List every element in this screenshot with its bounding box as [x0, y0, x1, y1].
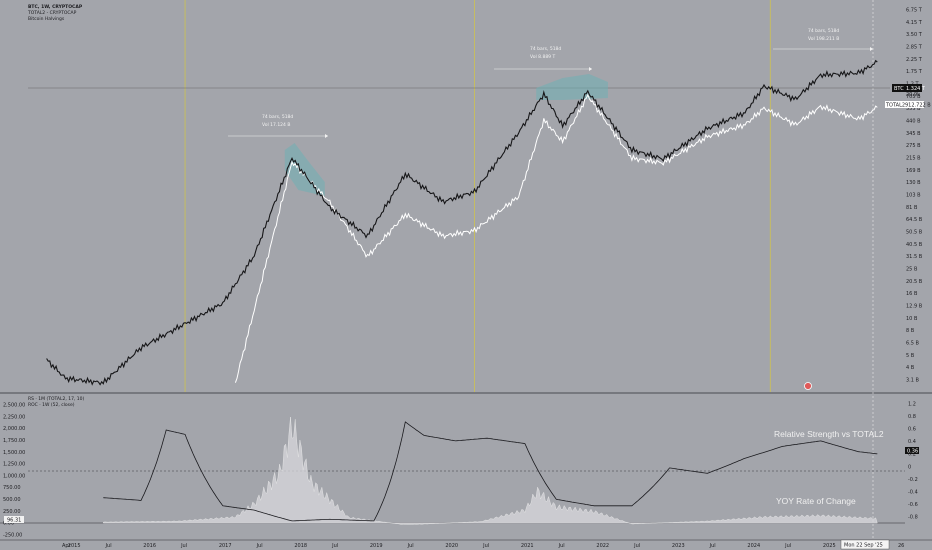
- rs-axis-label: 0.4: [908, 439, 916, 445]
- time-axis-label: Jul: [180, 543, 187, 549]
- price-axis-label: 40.5 B: [906, 242, 923, 248]
- price-axis-label: 3.50 T: [906, 32, 923, 38]
- rs-axis-label: 0.2: [908, 452, 916, 458]
- price-axis-label: 1.75 T: [906, 69, 923, 75]
- price-axis-label: 215 B: [906, 156, 921, 162]
- time-axis-label: 2024: [747, 543, 760, 549]
- time-axis-label: Jul: [709, 543, 716, 549]
- time-axis-label: 2018: [294, 543, 307, 549]
- time-axis-label: 2020: [445, 543, 458, 549]
- price-axis-label: 3.1 B: [906, 378, 920, 384]
- price-axis-label: 169 B: [906, 168, 921, 174]
- rs-axis-label: 0: [908, 464, 911, 470]
- price-axis-label: 25 B: [906, 267, 918, 273]
- time-axis-label: Apr: [62, 543, 72, 549]
- price-axis-label: 4 B: [906, 365, 915, 371]
- time-axis-label: 2016: [143, 543, 156, 549]
- price-axis-label: 8 B: [906, 328, 915, 334]
- price-axis-label: 130 B: [906, 180, 921, 186]
- price-axis-label: 5 B: [906, 353, 915, 359]
- price-axis-label: 20.5 B: [906, 279, 923, 285]
- time-axis-label: 2022: [596, 543, 609, 549]
- price-axis-label: 12.9 B: [906, 304, 923, 310]
- rs-axis-label: 1.2: [908, 402, 916, 408]
- time-axis-label: 2021: [521, 543, 534, 549]
- time-axis-label: 26: [898, 543, 904, 549]
- roc-axis-label: 2,500.00: [3, 403, 25, 409]
- price-axis-label: 31.5 B: [906, 254, 923, 260]
- roc-axis-label: 750.00: [3, 485, 21, 491]
- roc-axis-label: 1,250.00: [3, 462, 25, 468]
- time-axis-label: 2015: [68, 543, 81, 549]
- roc-axis-label: 1,750.00: [3, 438, 25, 444]
- price-axis-label: 10 B: [906, 316, 918, 322]
- time-axis-label: Jul: [784, 543, 791, 549]
- roc-axis-label: 1,500.00: [3, 450, 25, 456]
- rs-axis-label: -0.4: [908, 489, 918, 495]
- series-btc-line: [46, 59, 878, 386]
- time-axis-label: Jul: [558, 543, 565, 549]
- rs-axis-label: -0.2: [908, 477, 918, 483]
- price-axis-label: 2.85 T: [906, 45, 923, 51]
- price-axis-label: 705 B: [906, 94, 921, 100]
- time-axis-label: Jul: [407, 543, 414, 549]
- price-axis-label: 345 B: [906, 131, 921, 137]
- time-axis-label: Jul: [256, 543, 263, 549]
- price-axis-label: 275 B: [906, 143, 921, 149]
- price-axis-label: 555 B: [906, 106, 921, 112]
- roc-axis-label: 0.00: [3, 521, 14, 527]
- price-axis-label: 440 B: [906, 119, 921, 125]
- time-axis-label: 2023: [672, 543, 685, 549]
- time-axis-label: Jul: [331, 543, 338, 549]
- roc-axis-label: 250.00: [3, 509, 21, 515]
- time-axis-label: Jul: [105, 543, 112, 549]
- roc-axis-label: 2,000.00: [3, 426, 25, 432]
- price-axis-label: 2.25 T: [906, 57, 923, 63]
- price-axis-label: 16 B: [906, 291, 918, 297]
- price-axis-label: 81 B: [906, 205, 918, 211]
- time-axis-label: Jul: [633, 543, 640, 549]
- measure-arrow-2-head: [589, 67, 592, 71]
- series-roc-area: [103, 416, 878, 525]
- time-axis-label: Jul: [482, 543, 489, 549]
- time-axis-label: 2019: [370, 543, 383, 549]
- time-axis-label: 2017: [219, 543, 232, 549]
- rs-axis-label: 0.8: [908, 414, 916, 420]
- roc-axis-label: 2,250.00: [3, 414, 25, 420]
- roc-axis-label: -250.00: [3, 533, 22, 539]
- price-axis-label: 64.5 B: [906, 217, 923, 223]
- roc-axis-label: 1,000.00: [3, 473, 25, 479]
- price-axis-label: 1.2 T: [906, 82, 920, 88]
- measure-arrow-3-head: [870, 47, 873, 51]
- price-axis-label: 50.5 B: [906, 230, 923, 236]
- rs-axis-label: -0.8: [908, 515, 918, 521]
- cycle-top-highlight-1: [284, 143, 325, 196]
- rs-axis-label: 0.6: [908, 427, 916, 433]
- time-axis-label: 2025: [823, 543, 836, 549]
- time-axis-label: Jul: [860, 543, 867, 549]
- price-axis-label: 103 B: [906, 193, 921, 199]
- series-total2-line: [234, 93, 878, 383]
- roc-axis-label: 500.00: [3, 497, 21, 503]
- rs-axis-label: -0.6: [908, 502, 918, 508]
- time-axis-label: Jul: [875, 543, 882, 549]
- price-axis-label: 4.15 T: [906, 20, 923, 26]
- cycle-top-highlight-2: [536, 74, 608, 100]
- price-axis-label: 6.5 B: [906, 341, 920, 347]
- price-axis-label: 6.75 T: [906, 8, 923, 14]
- measure-arrow-1-head: [325, 134, 328, 138]
- series-rs-line: [103, 421, 878, 522]
